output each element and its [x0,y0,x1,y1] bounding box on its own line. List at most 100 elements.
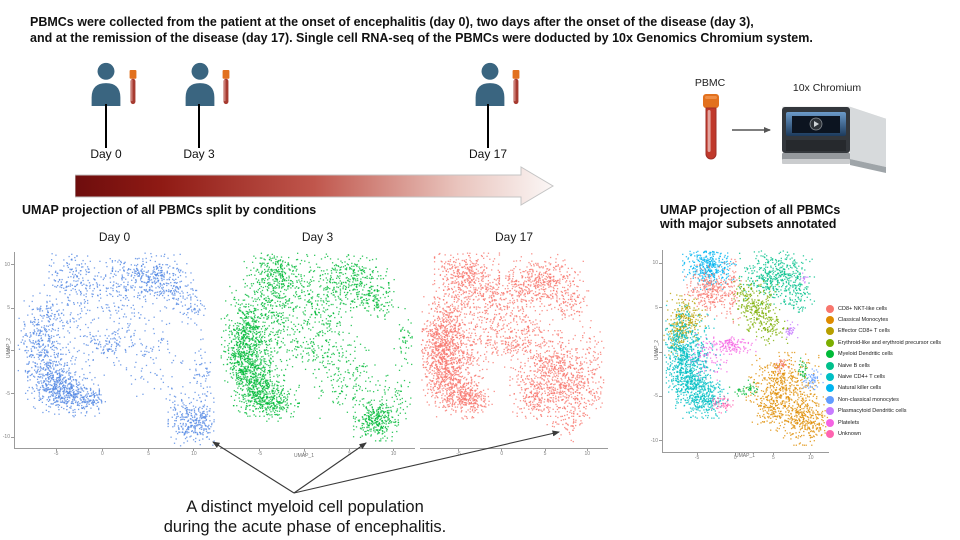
legend-color-dot [826,384,834,393]
legend-item: Myeloid Dendritic cells [826,349,941,360]
timeline-tick-day0 [105,104,107,148]
annotated-xaxis-label: UMAP_1 [734,453,755,459]
umap-panel-day17: -5 0 5 10 [420,252,608,457]
blood-tube-icon-day17 [512,70,520,105]
x-tick-label: -5 [456,451,461,457]
x-tick-label: 10 [807,455,814,461]
legend-label: Natural killer cells [838,385,882,392]
pbmc-label: PBMC [694,77,726,89]
legend-color-dot [826,304,834,313]
legend-color-dot [826,350,834,359]
legend-color-dot [826,373,834,382]
legend-item: CD8+ NKT-like cells [826,303,941,314]
x-tick-label: 0 [500,451,504,457]
y-tick-mark [11,307,14,309]
timeline-label-day0: Day 0 [90,147,122,161]
legend-color-dot [826,429,834,438]
legend-item: Classical Monocytes [826,314,941,325]
legend-label: Myeloid Dendritic cells [838,351,893,358]
umap-scatter-day0 [15,252,216,448]
y-tick-mark [659,440,662,442]
annotated-title-line2: with major subsets annotated [660,217,837,231]
legend-label: Platelets [838,419,860,426]
legend-label: Classical Monocytes [838,317,889,324]
umap-scatter-day3 [220,252,415,448]
timeline-label-day3: Day 3 [183,147,215,161]
panel-title-day0: Day 0 [98,230,131,244]
legend-color-dot [826,418,834,427]
y-tick-mark [659,262,662,264]
legend-color-dot [826,361,834,370]
chromium-machine-illustration [781,106,887,173]
y-tick-mark [11,393,14,395]
blood-tube-icon-day0 [129,70,137,105]
x-tick-mark [586,448,588,451]
cell-type-legend: CD8+ NKT-like cells Classical Monocytes Ef… [826,303,941,440]
legend-item: Natural killer cells [826,383,941,394]
umap-scatter-annotated [663,250,829,452]
x-tick-label: 10 [191,451,197,457]
y-tick-label: -5 [653,393,658,400]
legend-color-dot [826,327,834,336]
legend-item: Erythroid-like and erythroid precursor c… [826,337,941,348]
workflow-diagram: PBMC 10x Chromium [660,70,960,180]
y-tick-label: 5 [7,305,10,312]
timeline-tick-day17 [487,104,489,148]
legend-label: Effector CD8+ T cells [838,328,890,335]
x-tick-label: -5 [694,455,700,461]
legend-color-dot [826,338,834,347]
y-tick-label: -10 [2,434,10,441]
timeline-tick-day3 [198,104,200,148]
y-tick-label: 0 [7,347,10,354]
legend-item: Non-classical monocytes [826,394,941,405]
pbmc-tube-icon [703,94,719,160]
legend-item: Naive CD4+ T cells [826,371,941,382]
y-tick-mark [11,350,14,352]
chromium-label: 10x Chromium [792,82,862,94]
patient-icon-day17 [475,62,505,106]
split-yaxis-label: UMAP_2 [6,338,12,359]
split-section-title: UMAP projection of all PBMCs split by co… [22,203,317,217]
y-tick-mark [11,436,14,438]
split-xaxis-label: UMAP_1 [293,453,314,459]
annotated-title-line1: UMAP projection of all PBMCs [660,203,841,217]
x-tick-label: -5 [53,451,59,457]
y-tick-label: -10 [650,437,658,444]
patient-icon-day3 [185,62,215,106]
legend-label: CD8+ NKT-like cells [838,305,888,312]
timeline-label-day17: Day 17 [468,147,508,161]
legend-label: Unknown [838,430,861,437]
legend-item: Unknown [826,428,941,439]
x-tick-label: 5 [147,451,151,457]
legend-color-dot [826,395,834,404]
y-tick-mark [659,395,662,397]
umap-panel-annotated: -5 0 5 10 10 5 0 -5 -10 [651,250,829,461]
x-tick-mark [772,452,774,455]
legend-item: Naive B cells [826,360,941,371]
x-tick-label: 10 [390,451,397,457]
x-tick-mark [193,448,195,451]
legend-label: Non-classical monocytes [838,396,899,403]
y-tick-mark [659,351,662,353]
experiment-timeline: Day 0 Day 3 Day 17 [0,55,660,206]
x-tick-label: 5 [543,451,547,457]
x-tick-mark [148,448,150,451]
y-tick-label: 5 [655,304,658,311]
y-tick-label: 0 [655,349,658,355]
x-tick-label: 10 [584,451,591,457]
x-tick-label: 5 [771,455,775,461]
legend-label: Erythroid-like and erythroid precursor c… [838,339,942,346]
annotated-yaxis-label: UMAP_2 [654,340,660,361]
umap-scatter-day17 [420,252,608,448]
legend-label: Plasmacytoid Dendritic cells [838,408,907,415]
umap-panel-day0: -5 0 5 10 10 5 0 -5 -10 [3,252,216,457]
y-tick-label: 10 [652,260,658,267]
intro-line-2: and at the remission of the disease (day… [30,30,813,45]
x-tick-mark [734,452,736,455]
x-tick-mark [101,448,103,451]
y-tick-label: -5 [5,390,10,397]
legend-label: Naive CD4+ T cells [838,374,886,381]
x-tick-mark [696,452,698,455]
legend-label: Naive B cells [838,362,870,369]
